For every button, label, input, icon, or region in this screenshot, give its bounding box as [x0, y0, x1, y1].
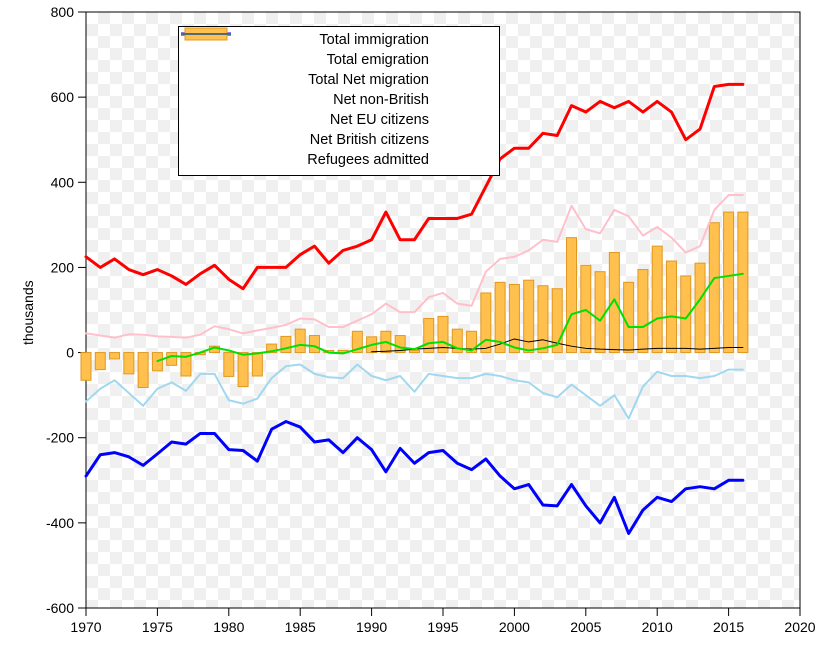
legend-row: Total Net migration	[187, 71, 491, 91]
net-migration-bar	[138, 353, 148, 388]
net-migration-bar	[252, 353, 262, 376]
ytick-label: 400	[51, 174, 75, 190]
legend-sample	[437, 94, 491, 108]
net-migration-bar	[538, 286, 548, 353]
legend-sample	[437, 114, 491, 128]
legend-label: Net British citizens	[187, 131, 437, 151]
legend-sample	[437, 54, 491, 68]
legend-label: Refugees admitted	[187, 151, 437, 171]
net-migration-bar	[224, 353, 234, 377]
net-migration-bar	[738, 212, 748, 352]
legend-label: Total emigration	[187, 51, 437, 71]
net-migration-bar	[595, 272, 605, 353]
xtick-label: 1995	[427, 619, 458, 635]
legend-label: Total Net migration	[187, 71, 437, 91]
net-migration-bar	[167, 353, 177, 366]
net-migration-bar	[652, 246, 662, 352]
xtick-label: 1980	[213, 619, 244, 635]
net-migration-bar	[110, 353, 120, 359]
total_emigration-line	[86, 422, 743, 534]
net-migration-bar	[295, 329, 305, 352]
ytick-label: 0	[66, 345, 74, 361]
legend-row: Total emigration	[187, 51, 491, 71]
legend-label: Net EU citizens	[187, 111, 437, 131]
y-axis-title: thousands	[20, 280, 36, 345]
ytick-label: -600	[46, 600, 74, 616]
legend-row: Net British citizens	[187, 131, 491, 151]
net-migration-bar	[666, 261, 676, 353]
ytick-label: 200	[51, 259, 75, 275]
net-migration-bar	[81, 353, 91, 381]
xtick-label: 1975	[142, 619, 173, 635]
xtick-label: 2015	[713, 619, 744, 635]
legend-sample	[437, 134, 491, 148]
ytick-label: 800	[51, 4, 75, 20]
ytick-label: 600	[51, 89, 75, 105]
xtick-label: 2000	[499, 619, 530, 635]
net-migration-bar	[724, 212, 734, 352]
legend-sample	[437, 74, 491, 88]
ytick-label: -400	[46, 515, 74, 531]
net-migration-bar	[624, 282, 634, 352]
xtick-label: 1990	[356, 619, 387, 635]
net-migration-bar	[95, 353, 105, 370]
net-migration-bar	[509, 284, 519, 352]
xtick-label: 2005	[570, 619, 601, 635]
net-migration-bar	[309, 336, 319, 353]
legend-sample	[437, 34, 491, 48]
net-migration-bar	[238, 353, 248, 387]
xtick-label: 1970	[70, 619, 101, 635]
net-migration-bar	[709, 223, 719, 353]
net-migration-bar	[567, 238, 577, 353]
net-migration-bar	[581, 265, 591, 352]
net-migration-bar	[695, 263, 705, 352]
xtick-label: 1985	[285, 619, 316, 635]
net-migration-bar	[609, 253, 619, 353]
legend-label: Net non-British	[187, 91, 437, 111]
net-migration-bar	[409, 350, 419, 352]
net-migration-bar	[281, 336, 291, 352]
legend-row: Net EU citizens	[187, 111, 491, 131]
legend-row: Net non-British	[187, 91, 491, 111]
legend-row: Refugees admitted	[187, 151, 491, 171]
ytick-label: -200	[46, 430, 74, 446]
net-migration-bar	[124, 353, 134, 374]
legend-sample	[437, 154, 491, 168]
uk-migration-chart: -600 -400 -200 0 200 400 600 800 1970 1975 1980 198…	[0, 0, 820, 656]
xtick-label: 2020	[784, 619, 815, 635]
net-migration-bar	[424, 319, 434, 353]
net-migration-bar	[638, 270, 648, 353]
xtick-label: 2010	[642, 619, 673, 635]
legend: Total immigrationTotal emigrationTotal N…	[178, 26, 500, 176]
